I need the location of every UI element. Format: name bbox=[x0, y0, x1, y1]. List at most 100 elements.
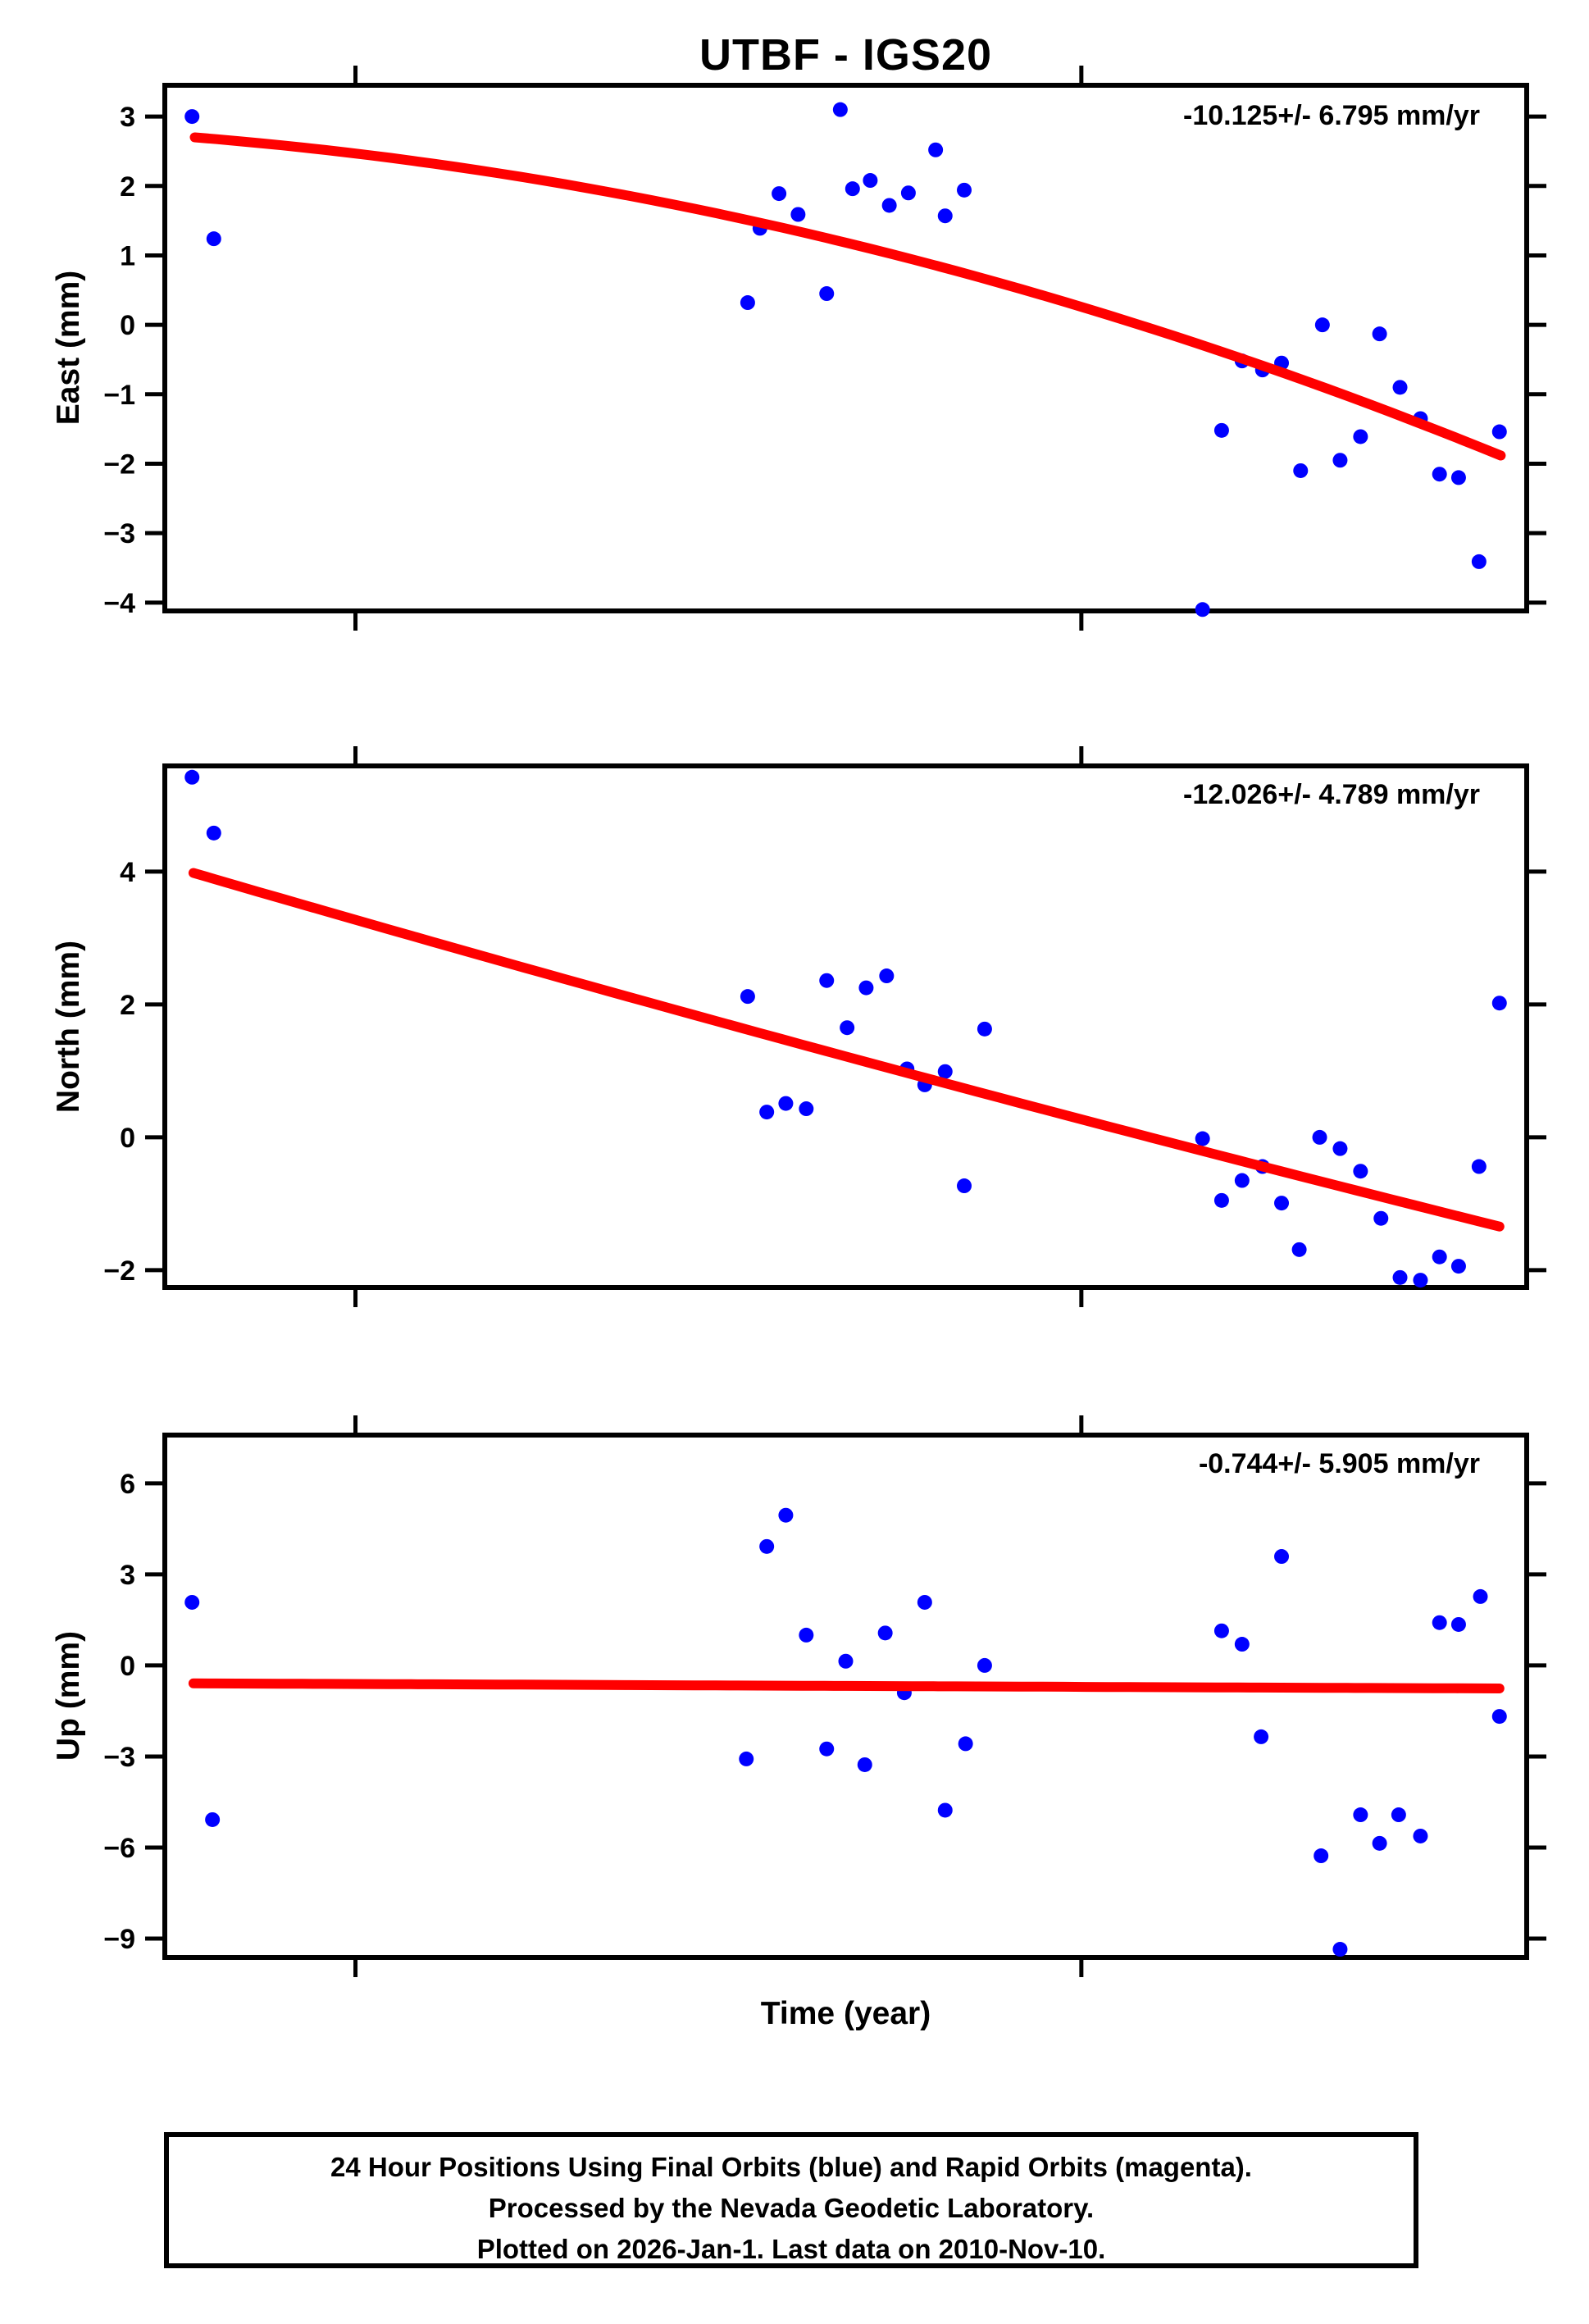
data-point bbox=[977, 1657, 992, 1673]
data-point bbox=[778, 1507, 794, 1523]
up-trend-line bbox=[188, 1678, 1505, 1693]
data-point bbox=[778, 1096, 794, 1111]
data-point bbox=[184, 109, 200, 125]
data-point bbox=[1312, 1129, 1327, 1145]
data-point bbox=[1392, 1269, 1408, 1285]
data-point bbox=[1314, 1848, 1329, 1864]
caption-box: 24 Hour Positions Using Final Orbits (bl… bbox=[164, 2132, 1418, 2268]
up-ytick-label: −6 bbox=[103, 1833, 135, 1864]
data-point bbox=[799, 1627, 814, 1643]
data-point bbox=[957, 182, 972, 198]
data-point bbox=[1473, 1588, 1488, 1604]
data-point bbox=[838, 1653, 854, 1669]
data-point bbox=[1432, 1249, 1447, 1265]
data-point bbox=[877, 1625, 893, 1641]
data-point bbox=[1432, 1615, 1447, 1630]
data-point bbox=[1332, 453, 1348, 468]
data-point bbox=[1353, 1164, 1368, 1179]
data-point bbox=[772, 186, 787, 202]
data-point bbox=[1234, 1637, 1250, 1652]
y-axis-label-east: East (mm) bbox=[51, 270, 86, 426]
data-point bbox=[1372, 326, 1387, 342]
data-point bbox=[845, 181, 860, 197]
data-point bbox=[1491, 424, 1507, 440]
data-point bbox=[937, 1802, 953, 1818]
page-title: UTBF - IGS20 bbox=[699, 30, 993, 80]
data-point bbox=[1471, 1159, 1487, 1174]
east-plot: 3 2 1 0 −1 −2 −3 −4 bbox=[103, 66, 1546, 631]
data-point bbox=[819, 1741, 835, 1757]
north-data-points bbox=[184, 769, 1507, 1288]
data-point bbox=[1314, 317, 1330, 333]
data-point bbox=[1392, 380, 1408, 395]
north-ytick-label: 4 bbox=[120, 857, 135, 888]
data-point bbox=[1291, 1242, 1307, 1257]
caption-line-2: Processed by the Nevada Geodetic Laborat… bbox=[488, 2193, 1095, 2223]
x-axis-label: Time (year) bbox=[760, 1996, 931, 2031]
east-ytick-label: −3 bbox=[103, 518, 135, 549]
up-ytick-label: 0 bbox=[120, 1651, 135, 1682]
rate-annotation-north: -12.026+/- 4.789 mm/yr bbox=[1183, 779, 1480, 810]
data-point bbox=[1373, 1210, 1389, 1226]
data-point bbox=[819, 973, 835, 988]
data-point bbox=[1353, 1807, 1368, 1823]
data-point bbox=[1195, 602, 1210, 617]
data-point bbox=[1450, 1616, 1466, 1632]
caption-line-3: Plotted on 2026-Jan-1. Last data on 2010… bbox=[476, 2234, 1106, 2264]
east-ytick-label: −4 bbox=[103, 588, 135, 619]
up-ytick-label: −9 bbox=[103, 1924, 135, 1955]
up-data-points bbox=[184, 1507, 1507, 1957]
east-ytick-label: 3 bbox=[120, 102, 135, 133]
data-point bbox=[740, 989, 755, 1005]
data-point bbox=[205, 1811, 221, 1827]
data-point bbox=[740, 295, 755, 311]
east-ytick-label: 2 bbox=[120, 171, 135, 203]
data-point bbox=[1332, 1942, 1348, 1957]
data-point bbox=[832, 102, 848, 117]
data-point bbox=[1450, 1259, 1466, 1274]
north-frame bbox=[162, 763, 1529, 1290]
up-ytick-label: 3 bbox=[120, 1560, 135, 1591]
data-point bbox=[819, 286, 835, 302]
east-ticks: 3 2 1 0 −1 −2 −3 −4 bbox=[103, 66, 1546, 631]
up-ticks: 6 3 0 −3 −6 −9 bbox=[103, 1415, 1546, 1977]
data-point bbox=[858, 980, 874, 996]
data-point bbox=[206, 231, 221, 247]
up-frame bbox=[162, 1433, 1529, 1960]
caption-line-1: 24 Hour Positions Using Final Orbits (bl… bbox=[330, 2152, 1252, 2182]
data-point bbox=[1274, 1549, 1290, 1565]
data-point bbox=[1274, 1196, 1290, 1211]
east-ytick-label: −2 bbox=[103, 449, 135, 480]
data-point bbox=[1234, 1173, 1250, 1188]
data-point bbox=[1372, 1835, 1387, 1851]
data-point bbox=[1391, 1807, 1406, 1823]
data-point bbox=[1432, 467, 1447, 482]
east-ytick-label: 1 bbox=[120, 240, 135, 271]
data-point bbox=[1491, 996, 1507, 1011]
up-ytick-label: −3 bbox=[103, 1742, 135, 1773]
data-point bbox=[799, 1101, 814, 1117]
data-point bbox=[937, 1064, 953, 1079]
data-point bbox=[1213, 1192, 1229, 1208]
y-axis-label-up: Up (mm) bbox=[51, 1630, 86, 1761]
data-point bbox=[1213, 1623, 1229, 1638]
rate-annotation-east: -10.125+/- 6.795 mm/yr bbox=[1183, 100, 1480, 131]
data-point bbox=[917, 1594, 932, 1610]
data-point bbox=[879, 968, 895, 984]
data-point bbox=[759, 1538, 775, 1554]
data-point bbox=[1450, 470, 1466, 485]
data-point bbox=[1491, 1709, 1507, 1725]
up-plot: 6 3 0 −3 −6 −9 bbox=[103, 1415, 1546, 1977]
data-point bbox=[1254, 1729, 1269, 1744]
east-data-points bbox=[184, 102, 1507, 617]
data-point bbox=[1413, 1273, 1428, 1288]
data-point bbox=[739, 1751, 754, 1766]
east-ytick-label: 0 bbox=[120, 310, 135, 341]
data-point bbox=[1353, 429, 1368, 444]
north-ytick-label: 2 bbox=[120, 990, 135, 1021]
up-ytick-label: 6 bbox=[120, 1469, 135, 1500]
data-point bbox=[1332, 1141, 1348, 1156]
data-point bbox=[206, 825, 221, 841]
